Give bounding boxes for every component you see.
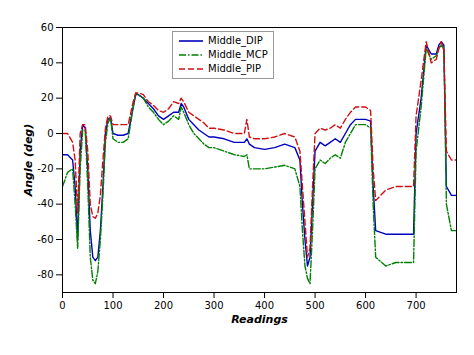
html-text:Middle_PIP: Middle_PIP	[208, 63, 261, 74]
svg-text:700: 700	[407, 300, 426, 311]
svg-text:40: 40	[41, 57, 54, 68]
html-text:Middle_DIP: Middle_DIP	[208, 35, 263, 46]
svg-text:-20: -20	[37, 163, 53, 174]
svg-text:400: 400	[255, 300, 274, 311]
svg-text:60: 60	[41, 22, 54, 33]
svg-text:20: 20	[41, 92, 54, 103]
svg-text:200: 200	[154, 300, 173, 311]
svg-text:-40: -40	[37, 198, 53, 209]
svg-text:-80: -80	[37, 269, 53, 280]
svg-text:100: 100	[103, 300, 122, 311]
svg-text:600: 600	[356, 300, 375, 311]
svg-text:0: 0	[47, 128, 53, 139]
svg-text:Readings: Readings	[231, 313, 288, 326]
svg-text:500: 500	[306, 300, 325, 311]
svg-text:0: 0	[59, 300, 65, 311]
svg-text:-60: -60	[37, 234, 53, 245]
svg-text:Angle (deg): Angle (deg)	[22, 124, 35, 198]
html-text:Middle_MCP: Middle_MCP	[208, 49, 268, 60]
svg-text:300: 300	[204, 300, 223, 311]
